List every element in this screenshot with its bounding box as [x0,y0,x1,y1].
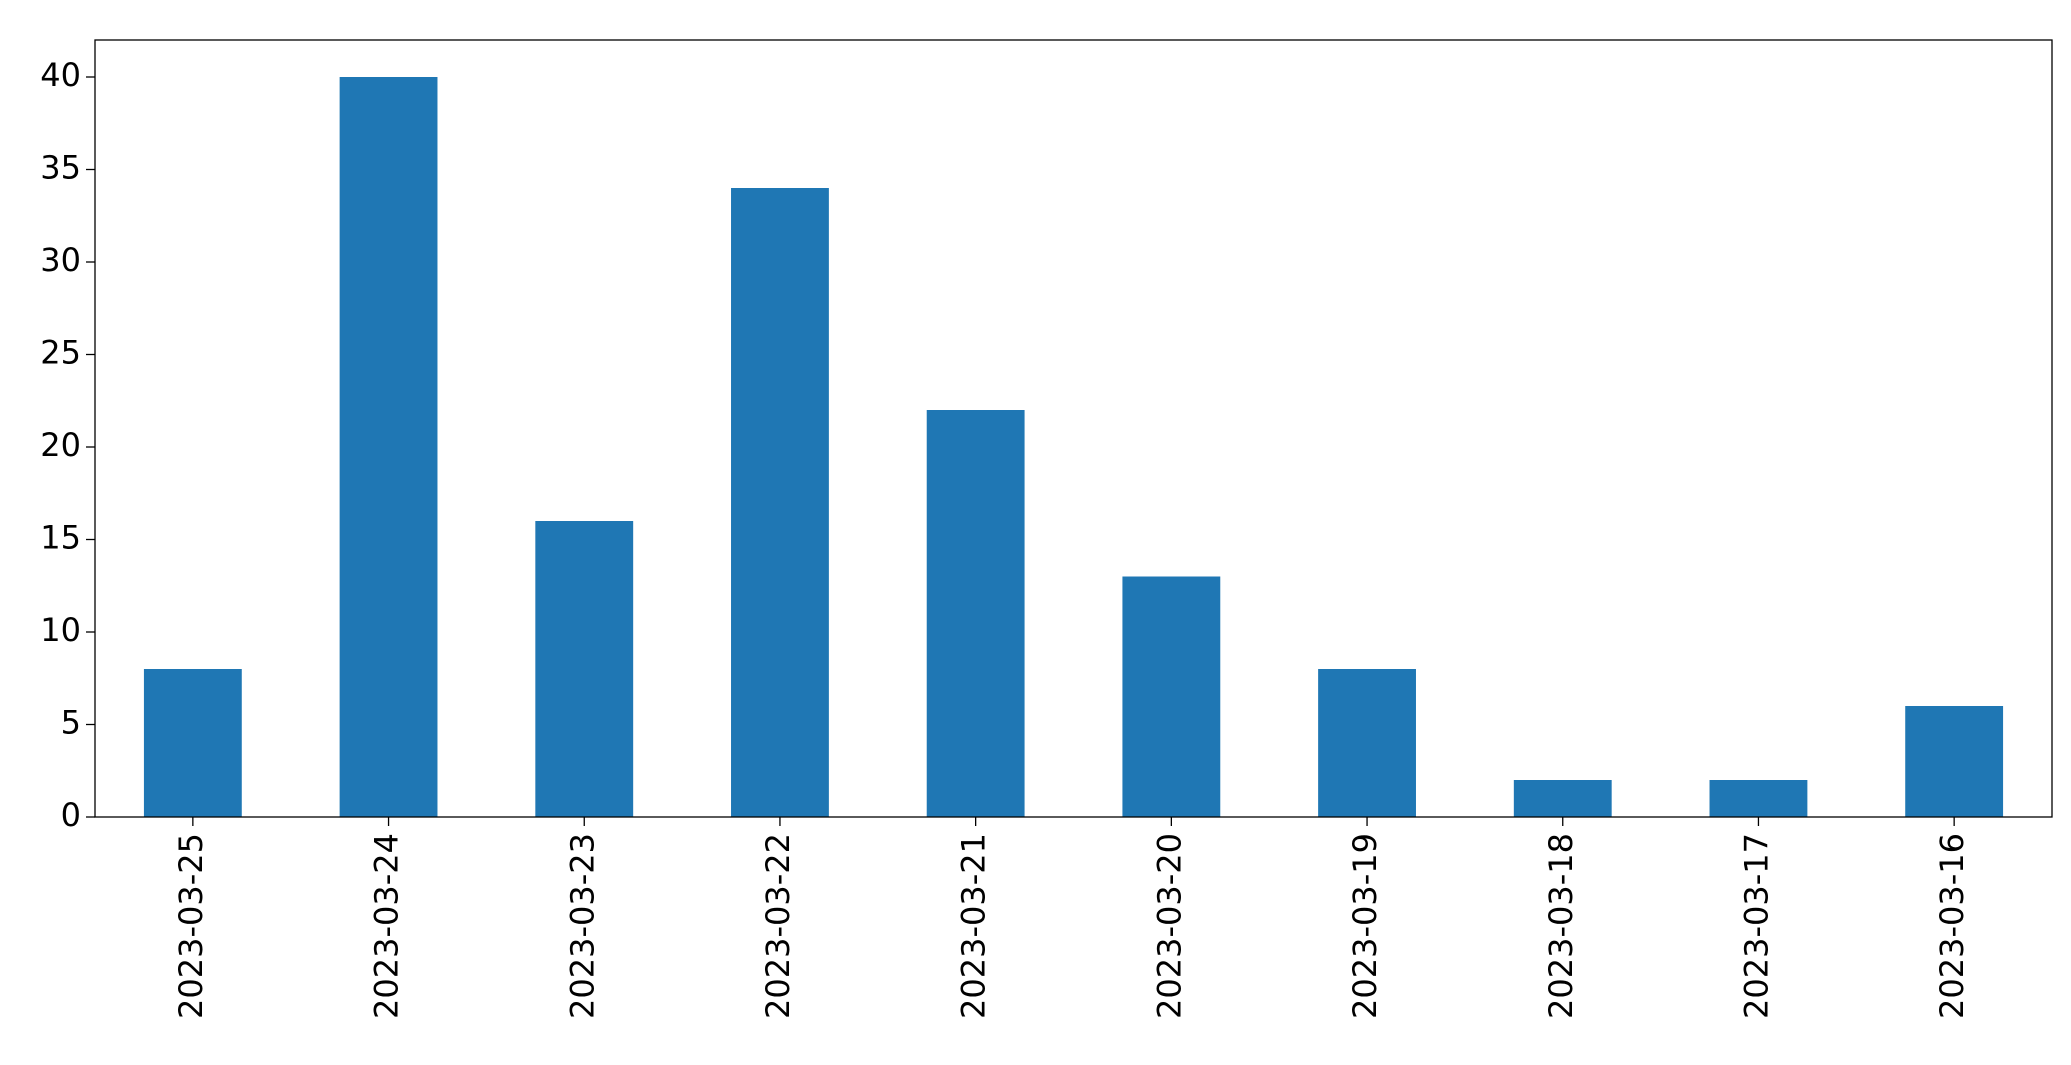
y-tick-label: 0 [61,796,81,834]
x-tick-label: 2023-03-19 [1346,833,1384,1019]
y-tick-label: 40 [40,56,81,94]
y-tick-label: 5 [61,704,81,742]
y-tick-label: 35 [40,149,81,187]
bar [1122,576,1221,817]
plot-frame [94,39,2053,818]
bar [143,669,242,817]
x-tick-label: 2023-03-16 [1933,833,1971,1019]
x-tick-label: 2023-03-23 [563,833,601,1019]
y-tick-label: 15 [40,519,81,557]
bar [731,188,829,817]
x-tick-label: 2023-03-17 [1737,833,1775,1019]
bar [1709,780,1808,817]
x-tick-label: 2023-03-20 [1150,833,1188,1019]
y-tick-label: 25 [40,334,81,372]
y-tick-label: 20 [40,426,81,464]
x-tick-label: 2023-03-25 [172,833,210,1019]
bar [535,521,634,817]
x-tick-label: 2023-03-24 [368,833,406,1019]
bar [1905,706,2004,817]
bar [926,410,1025,817]
x-tick-label: 2023-03-21 [955,833,993,1019]
bar [1513,780,1612,817]
y-tick-label: 10 [40,611,81,649]
y-tick-label: 30 [40,241,81,279]
x-tick-label: 2023-03-18 [1542,833,1580,1019]
bar [339,77,438,817]
x-tick-label: 2023-03-22 [759,833,797,1019]
bar [1318,669,1416,817]
